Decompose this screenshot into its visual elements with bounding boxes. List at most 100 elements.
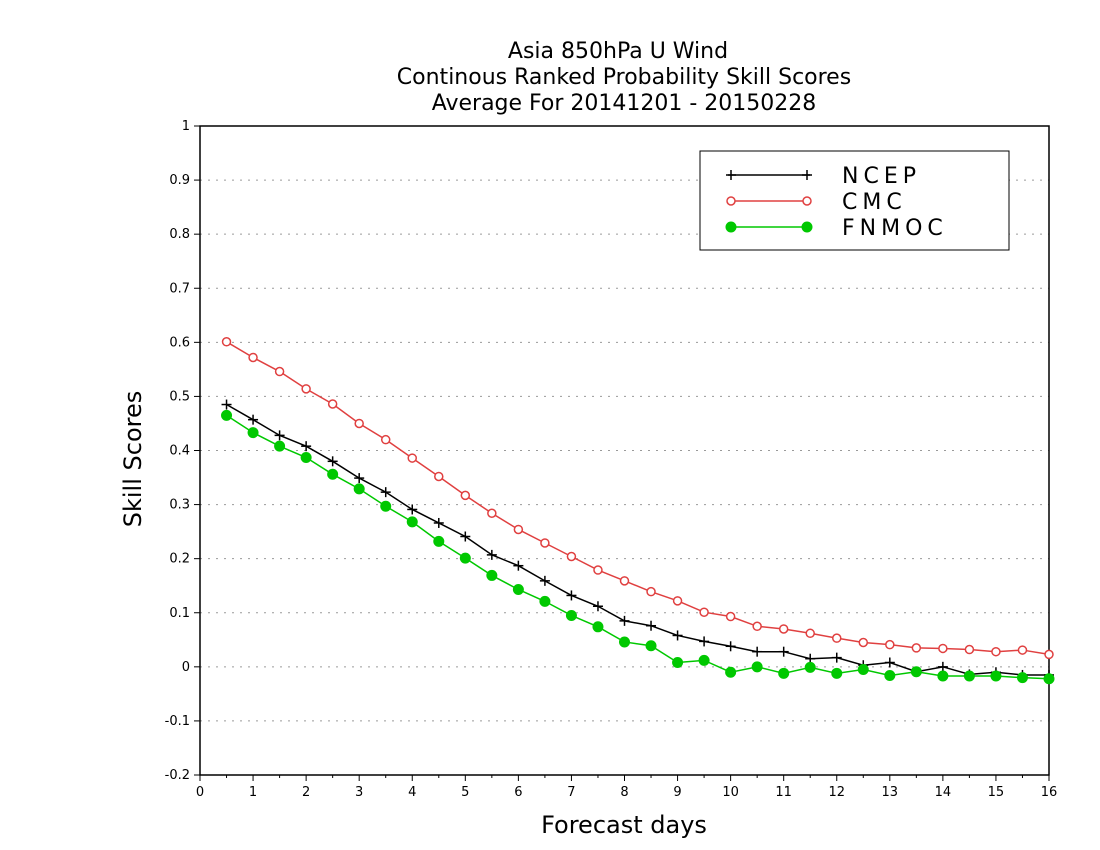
data-point-cmc <box>964 644 975 655</box>
data-point-fnmoc <box>486 569 498 581</box>
data-point-ncep <box>486 549 497 560</box>
y-tick-label: 0.4 <box>169 444 190 459</box>
y-tick-label: 0.3 <box>169 498 190 513</box>
data-point-ncep <box>539 575 550 586</box>
data-point-cmc <box>460 490 471 501</box>
x-tick-label: 9 <box>673 785 681 800</box>
data-point-fnmoc <box>619 636 630 648</box>
axes: -0.2-0.100.10.20.30.40.50.60.70.80.910 1 2… <box>165 119 1058 800</box>
legend-label-fnmoc: FNMOC <box>842 216 948 241</box>
legend-marker-fnmoc <box>801 221 813 233</box>
data-point-fnmoc <box>751 661 763 673</box>
data-point-ncep <box>592 601 603 612</box>
data-point-ncep <box>884 657 895 668</box>
data-point-ncep <box>354 473 365 484</box>
data-point-cmc <box>672 596 683 606</box>
data-point-cmc <box>699 607 709 617</box>
data-point-ncep <box>433 517 444 528</box>
y-tick-label: 0.1 <box>169 606 190 621</box>
data-point-ncep <box>699 636 710 647</box>
x-tick-label: 0 <box>196 785 204 800</box>
data-point-cmc <box>885 639 895 650</box>
x-tick-label: 6 <box>514 785 522 800</box>
data-point-fnmoc <box>433 535 445 547</box>
data-point-ncep <box>221 399 232 410</box>
data-point-cmc <box>248 352 258 363</box>
y-tick-label: 0.2 <box>169 552 190 567</box>
data-point-fnmoc <box>300 452 312 464</box>
series-line-fnmoc <box>226 414 1050 680</box>
legend-item-ncep: NCEP <box>726 164 921 189</box>
x-tick-label: 16 <box>1041 785 1058 800</box>
data-point-ncep <box>619 615 630 626</box>
data-point-fnmoc <box>778 667 790 679</box>
y-tick-label: 1 <box>182 119 190 134</box>
data-point-cmc <box>487 508 497 518</box>
series-cmc <box>221 337 1054 660</box>
data-point-fnmoc <box>672 657 684 669</box>
x-tick-label: 10 <box>722 785 739 800</box>
data-point-ncep <box>831 652 842 663</box>
data-point-fnmoc <box>963 670 975 682</box>
data-point-ncep <box>407 504 418 515</box>
data-point-fnmoc <box>990 670 1002 682</box>
data-point-cmc <box>991 646 1001 657</box>
data-point-cmc <box>221 337 232 347</box>
series-lines <box>221 337 1055 685</box>
data-point-cmc <box>619 576 630 586</box>
data-point-cmc <box>566 551 577 562</box>
data-point-cmc <box>301 384 311 394</box>
legend-item-fnmoc: FNMOC <box>725 216 948 241</box>
legend-marker-fnmoc <box>725 221 737 233</box>
data-point-cmc <box>752 621 762 632</box>
data-point-fnmoc <box>937 670 949 682</box>
y-axis-title: Skill Scores <box>119 391 147 528</box>
data-point-fnmoc <box>565 609 577 621</box>
data-point-ncep <box>752 646 763 657</box>
data-point-cmc <box>380 434 391 445</box>
data-point-fnmoc <box>459 552 471 564</box>
data-point-ncep <box>725 641 736 652</box>
data-point-fnmoc <box>592 621 604 633</box>
x-tick-label: 2 <box>302 785 310 800</box>
chart-title-line-2: Continous Ranked Probability Skill Score… <box>397 65 851 90</box>
x-axis-title: Forecast days <box>541 811 707 839</box>
data-point-ncep <box>672 630 683 641</box>
data-point-cmc <box>354 418 364 429</box>
x-tick-label: 7 <box>567 785 575 800</box>
data-point-cmc <box>858 637 869 648</box>
data-point-fnmoc <box>353 483 365 495</box>
legend-label-ncep: NCEP <box>842 164 921 189</box>
data-point-fnmoc <box>221 409 233 421</box>
legend-label-cmc: CMC <box>842 190 907 215</box>
legend-marker-ncep <box>802 170 812 180</box>
data-point-fnmoc <box>857 664 869 676</box>
series-ncep <box>221 399 1054 680</box>
data-point-cmc <box>434 471 444 482</box>
data-point-fnmoc <box>1016 672 1028 684</box>
chart-title-line-3: Average For 20141201 - 20150228 <box>432 91 817 116</box>
grid <box>200 179 1049 722</box>
data-point-fnmoc <box>645 640 657 652</box>
data-point-cmc <box>513 524 524 535</box>
legend-marker-ncep <box>726 170 736 180</box>
y-tick-label: 0 <box>182 660 190 675</box>
data-point-ncep <box>566 590 577 601</box>
data-point-fnmoc <box>539 595 551 607</box>
y-tick-label: 0.7 <box>169 281 190 296</box>
data-point-cmc <box>832 633 842 643</box>
data-point-cmc <box>274 366 285 377</box>
x-tick-label: 4 <box>408 785 416 800</box>
data-point-cmc <box>646 586 656 597</box>
series-line-cmc <box>226 341 1050 656</box>
data-point-ncep <box>778 646 789 657</box>
data-point-cmc <box>1017 645 1028 655</box>
data-point-ncep <box>327 456 338 467</box>
data-point-cmc <box>540 538 550 548</box>
legend-item-cmc: CMC <box>726 190 907 215</box>
y-tick-label: 0.8 <box>169 227 190 242</box>
x-tick-label: 12 <box>828 785 845 800</box>
data-point-fnmoc <box>247 427 259 439</box>
